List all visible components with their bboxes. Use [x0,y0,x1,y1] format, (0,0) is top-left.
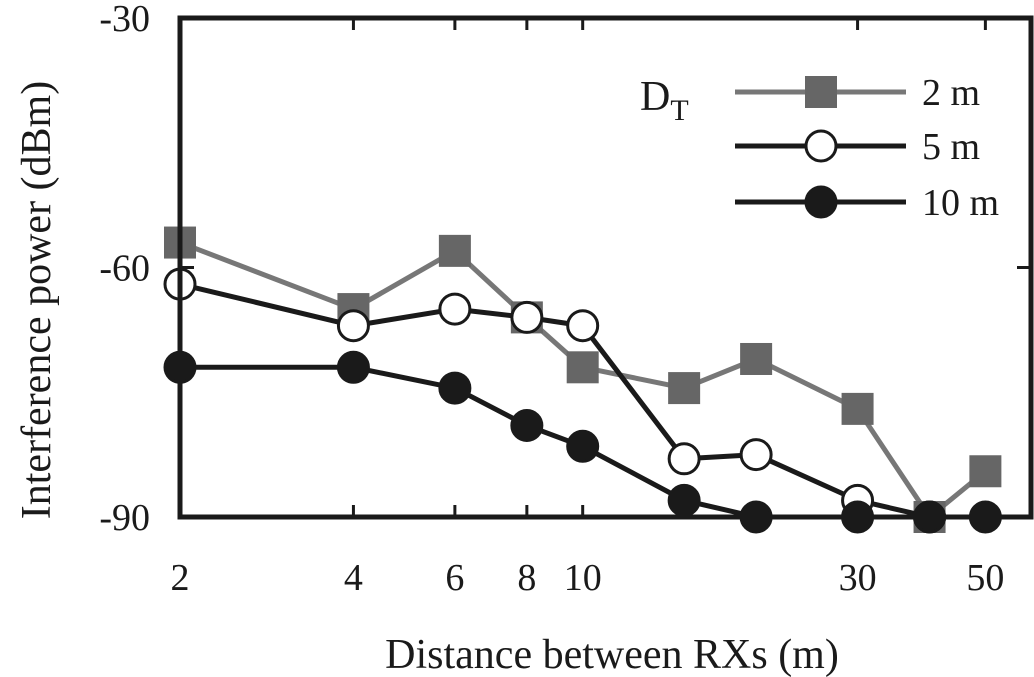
series-2m-point [668,372,700,404]
x-tick-label: 8 [517,557,536,599]
series-5m [165,269,945,532]
series-5m-point [338,311,368,341]
y-axis-title: Interference power (dBm) [14,81,60,519]
series-2m-point [740,343,772,375]
legend-title-main: D [640,74,670,120]
legend-marker [805,76,837,108]
x-tick-label: 2 [171,557,190,599]
x-tick-label: 6 [445,557,464,599]
series-10m-point [568,431,598,461]
x-axis-title: Distance between RXs (m) [385,632,839,677]
x-tick-label: 10 [564,557,602,599]
legend-marker [806,187,836,217]
series-2m [164,227,1001,533]
legend: DT 2 m 5 m 10 m [640,72,999,224]
series-10m-point [440,373,470,403]
series-10m-point [338,352,368,382]
series-2m-point [969,455,1001,487]
series-5m-line [180,284,930,517]
legend-label: 5 m [922,126,980,168]
legend-title: DT [640,74,689,127]
series-5m-point [512,302,542,332]
series-layer [164,227,1001,533]
x-tick-label: 30 [839,557,877,599]
series-2m-point [842,393,874,425]
legend-entry-5m: 5 m [735,126,980,168]
y-tick-label: -90 [99,497,150,539]
y-tick-label: -30 [99,0,150,40]
y-tick-label: -60 [99,248,150,290]
legend-label: 10 m [922,182,999,224]
x-tick-label: 50 [966,557,1004,599]
series-10m-point [669,485,699,515]
legend-entry-2m: 2 m [735,72,980,114]
legend-label: 2 m [922,72,980,114]
series-5m-point [669,444,699,474]
series-2m-point [439,235,471,267]
series-10m-point [512,411,542,441]
series-2m-point [567,351,599,383]
series-5m-point [741,440,771,470]
legend-entries: 2 m 5 m 10 m [735,72,999,224]
legend-entry-10m: 10 m [735,182,999,224]
x-tick-label: 4 [344,557,363,599]
series-5m-point [440,294,470,324]
legend-title-subscript: T [670,94,688,127]
series-5m-point [568,311,598,341]
legend-marker [806,131,836,161]
